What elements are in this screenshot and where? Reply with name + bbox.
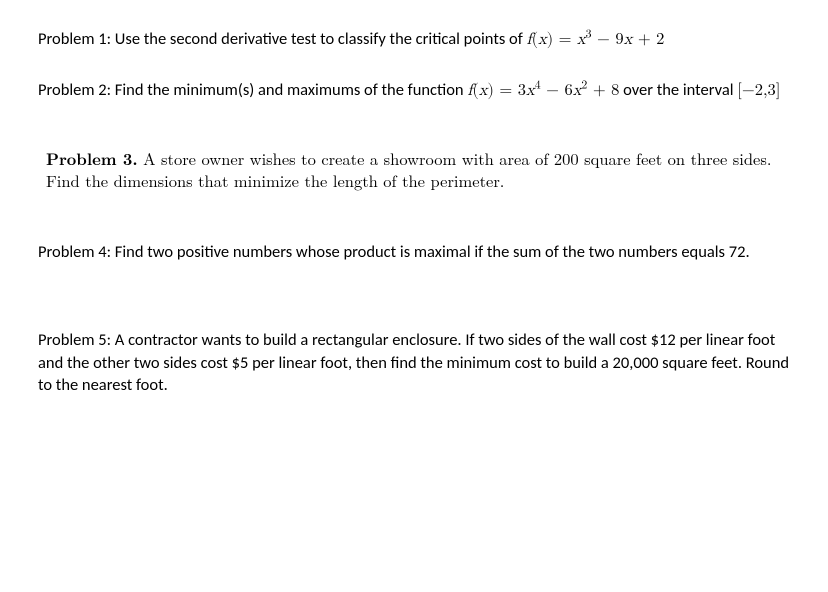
- problem-4-label: Problem 4:: [38, 242, 115, 262]
- problem-2: Problem 2: Find the minimum(s) and maxim…: [38, 79, 790, 102]
- problem-3-text: A store owner wishes to create a showroo…: [46, 146, 771, 192]
- document-page: Problem 1: Use the second derivative tes…: [0, 0, 828, 424]
- problem-2-text-a: Find the minimum(s) and maximums of the …: [115, 80, 468, 100]
- problem-1-math: f(x) = x3 − 9x + 2: [527, 32, 665, 48]
- problem-2-text-b: over the interval: [619, 80, 737, 100]
- problem-5: Problem 5: A contractor wants to build a…: [38, 329, 790, 396]
- problem-1: Problem 1: Use the second derivative tes…: [38, 28, 790, 51]
- problem-4-text: Find two positive numbers whose product …: [115, 242, 750, 262]
- problem-5-text: A contractor wants to build a rectangula…: [38, 330, 789, 395]
- problem-3-label: Problem 3.: [46, 146, 138, 170]
- problem-4: Problem 4: Find two positive numbers who…: [38, 241, 790, 263]
- problem-3: Problem 3. A store owner wishes to creat…: [38, 147, 790, 192]
- problem-1-label: Problem 1:: [38, 29, 115, 49]
- problem-2-math: f(x) = 3x4 − 6x2 + 8: [467, 83, 619, 99]
- problem-2-label: Problem 2:: [38, 80, 115, 100]
- problem-2-interval: [−2,3]: [737, 83, 780, 99]
- problem-1-text: Use the second derivative test to classi…: [115, 29, 527, 49]
- problem-5-label: Problem 5:: [38, 330, 115, 350]
